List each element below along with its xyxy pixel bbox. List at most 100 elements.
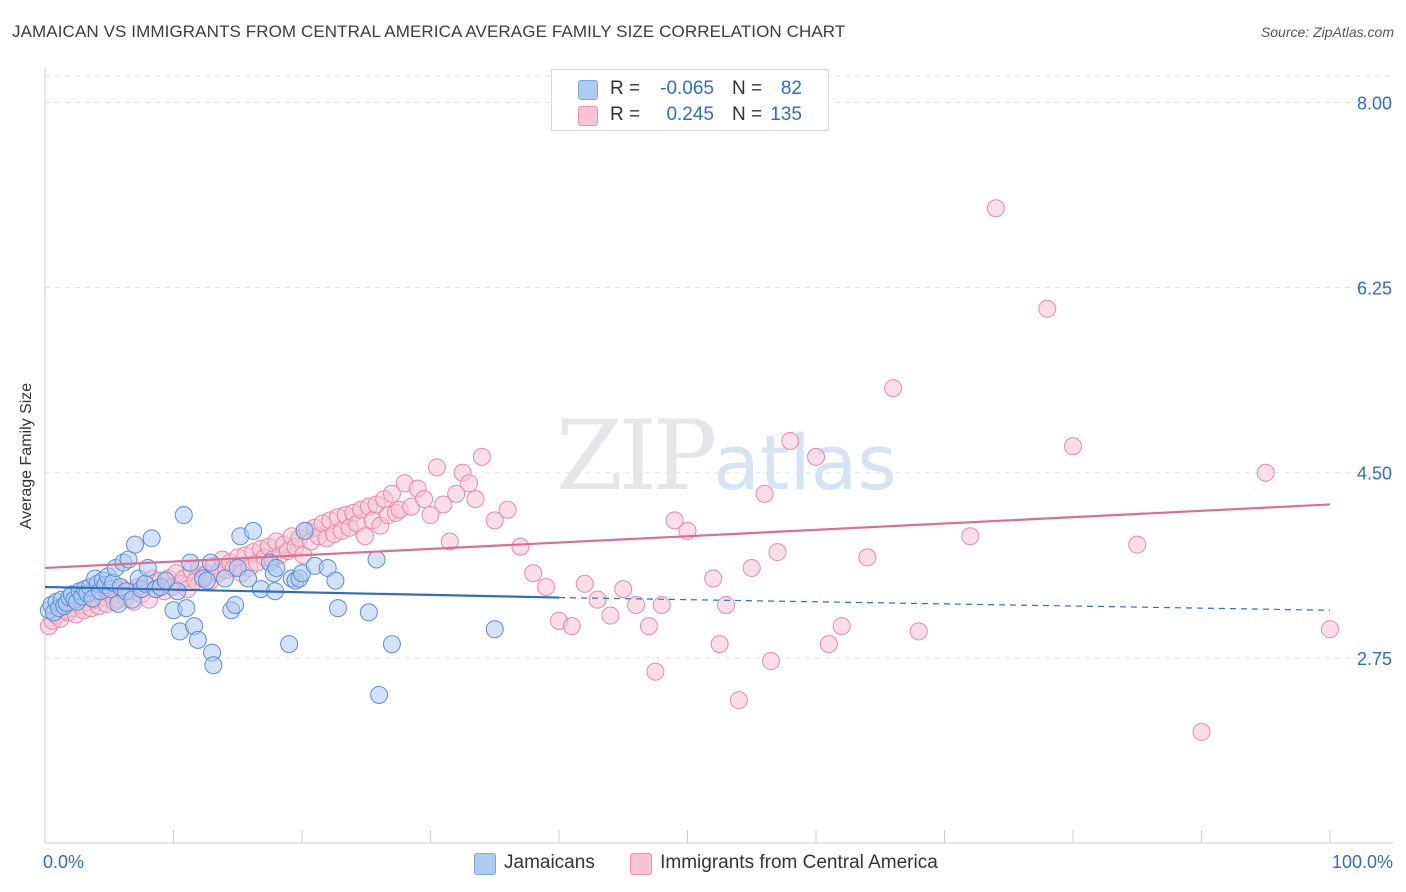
point-central-america bbox=[355, 527, 374, 546]
point-jamaicans bbox=[382, 635, 401, 654]
legend-swatch-central-america bbox=[630, 853, 653, 875]
point-jamaicans bbox=[370, 685, 389, 704]
point-jamaicans bbox=[142, 529, 161, 548]
point-jamaicans bbox=[174, 506, 193, 525]
r-label: R = bbox=[610, 78, 641, 99]
point-central-america bbox=[575, 574, 594, 593]
x-tick-min: 0.0% bbox=[43, 852, 85, 872]
stats-row-central-america: R = 0.245 N = 135 bbox=[552, 102, 828, 128]
point-central-america bbox=[639, 617, 658, 636]
point-central-america bbox=[742, 558, 761, 577]
point-central-america bbox=[710, 635, 729, 654]
point-central-america bbox=[762, 652, 781, 671]
legend-swatch-jamaicans bbox=[474, 853, 496, 875]
point-central-america bbox=[421, 506, 440, 525]
r-label: R = bbox=[610, 104, 641, 125]
point-central-america bbox=[717, 595, 736, 614]
point-central-america bbox=[440, 532, 459, 551]
point-central-america bbox=[729, 691, 748, 710]
point-central-america bbox=[562, 617, 581, 636]
point-jamaicans bbox=[188, 630, 207, 649]
n-label: N = bbox=[732, 104, 763, 125]
point-central-america bbox=[460, 474, 479, 493]
point-central-america bbox=[1064, 437, 1082, 456]
point-jamaicans bbox=[204, 656, 223, 675]
y-tick-label: 2.75 bbox=[1357, 649, 1392, 669]
y-tick-labels: 2.75 4.50 6.25 8.00 bbox=[1357, 93, 1392, 668]
x-tick-max: 100.0% bbox=[1331, 852, 1393, 872]
point-jamaicans bbox=[197, 571, 216, 590]
point-central-america bbox=[601, 606, 620, 625]
legend: Jamaicans Immigrants from Central Americ… bbox=[474, 852, 968, 875]
point-central-america bbox=[961, 527, 980, 546]
point-central-america bbox=[511, 537, 530, 556]
point-central-america bbox=[646, 662, 665, 681]
y-axis-label: Average Family Size bbox=[18, 382, 35, 530]
point-central-america bbox=[472, 447, 491, 466]
legend-label-central-america: Immigrants from Central America bbox=[660, 852, 938, 873]
point-central-america bbox=[819, 635, 838, 654]
series-central-america-points bbox=[39, 199, 1339, 741]
point-jamaicans bbox=[359, 603, 378, 622]
point-jamaicans bbox=[267, 558, 286, 577]
point-central-america bbox=[1256, 463, 1275, 482]
point-central-america bbox=[909, 622, 928, 641]
point-central-america bbox=[427, 458, 446, 477]
source-note: Source: ZipAtlas.com bbox=[1260, 24, 1394, 40]
point-jamaicans bbox=[177, 599, 196, 618]
chart-title: JAMAICAN VS IMMIGRANTS FROM CENTRAL AMER… bbox=[12, 22, 846, 41]
stats-swatch-jamaicans bbox=[578, 80, 598, 100]
point-jamaicans bbox=[215, 569, 234, 588]
point-central-america bbox=[755, 484, 774, 503]
point-jamaicans bbox=[125, 535, 144, 554]
point-jamaicans bbox=[280, 635, 299, 654]
point-jamaicans bbox=[367, 550, 386, 569]
legend-item-jamaicans[interactable]: Jamaicans bbox=[474, 852, 595, 875]
point-jamaicans bbox=[226, 595, 245, 614]
point-central-america bbox=[466, 490, 485, 509]
point-jamaicans bbox=[201, 553, 220, 572]
point-jamaicans bbox=[328, 599, 347, 618]
point-central-america bbox=[832, 617, 851, 636]
point-central-america bbox=[858, 548, 877, 567]
watermark: ZIPatlas bbox=[556, 400, 897, 512]
n-label: N = bbox=[732, 78, 763, 99]
point-central-america bbox=[807, 447, 825, 466]
trend-line-jamaicans bbox=[44, 585, 560, 599]
point-central-america bbox=[1192, 722, 1211, 741]
point-central-america bbox=[1321, 620, 1339, 639]
point-central-america bbox=[704, 569, 723, 588]
point-central-america bbox=[781, 431, 800, 450]
point-central-america bbox=[1128, 535, 1147, 554]
point-jamaicans bbox=[485, 620, 504, 639]
stats-swatch-central-america bbox=[578, 106, 598, 126]
y-tick-label: 4.50 bbox=[1357, 464, 1392, 484]
axes bbox=[44, 68, 1393, 844]
point-jamaicans bbox=[326, 571, 345, 590]
n-value: 135 bbox=[770, 104, 802, 125]
r-value: -0.065 bbox=[660, 78, 714, 99]
point-jamaicans bbox=[244, 521, 263, 540]
trend-line-jamaicans-extrapolated bbox=[558, 596, 1331, 611]
stats-row-jamaicans: R = -0.065 N = 82 bbox=[552, 76, 828, 102]
trend-lines bbox=[44, 503, 1331, 611]
point-central-america bbox=[537, 577, 556, 596]
point-central-america bbox=[986, 199, 1005, 218]
legend-label-jamaicans: Jamaicans bbox=[504, 852, 595, 873]
point-jamaicans bbox=[181, 553, 200, 572]
point-central-america bbox=[768, 543, 787, 562]
point-central-america bbox=[588, 590, 607, 609]
watermark-atlas: atlas bbox=[713, 418, 897, 507]
point-central-america bbox=[665, 511, 684, 530]
legend-item-central-america[interactable]: Immigrants from Central America bbox=[630, 852, 938, 875]
y-tick-label: 6.25 bbox=[1357, 279, 1392, 299]
point-jamaicans bbox=[168, 582, 187, 601]
point-central-america bbox=[447, 484, 466, 503]
point-central-america bbox=[627, 595, 646, 614]
point-central-america bbox=[498, 500, 517, 519]
y-tick-label: 8.00 bbox=[1357, 93, 1392, 113]
point-central-america bbox=[884, 379, 903, 398]
point-central-america bbox=[524, 564, 543, 583]
trend-line-central-america bbox=[44, 503, 1331, 570]
